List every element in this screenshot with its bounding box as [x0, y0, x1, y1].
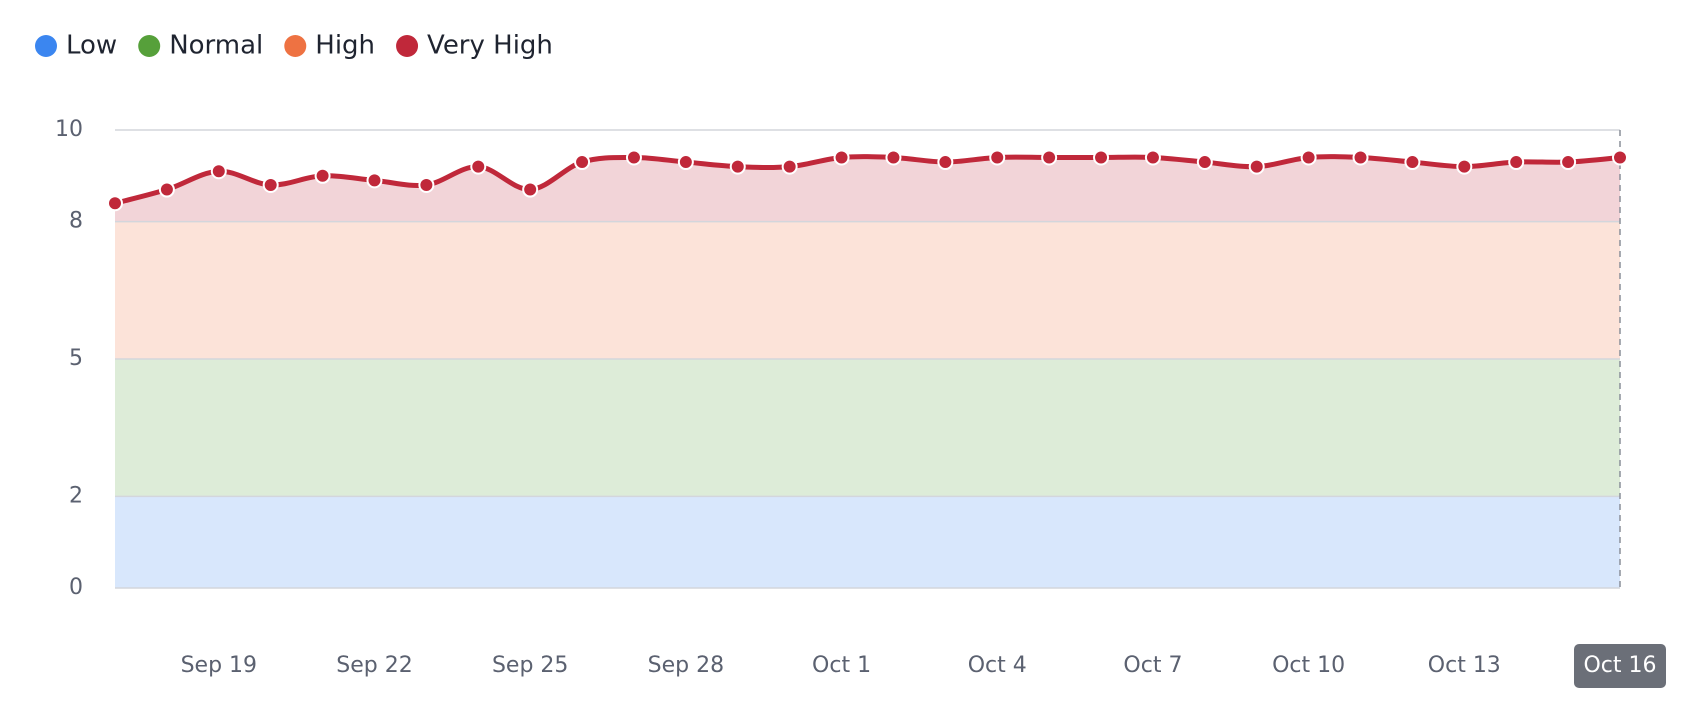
point — [885, 149, 902, 166]
point — [1041, 149, 1058, 166]
point — [1300, 149, 1317, 166]
point — [625, 149, 642, 166]
band-area — [115, 156, 1620, 222]
y-tick-label: 10 — [55, 117, 83, 142]
band — [115, 221, 1620, 359]
point — [262, 176, 279, 193]
point — [781, 158, 798, 175]
legend-marker — [138, 35, 161, 57]
point — [314, 167, 331, 184]
point — [107, 195, 123, 212]
band — [115, 359, 1620, 497]
legend-label: Very High — [427, 31, 553, 61]
point — [470, 158, 487, 175]
point — [574, 154, 591, 171]
y-tick-label: 8 — [69, 209, 83, 234]
y-tick-label: 5 — [69, 346, 83, 371]
point — [833, 149, 850, 166]
x-tick-label: Oct 1 — [812, 653, 871, 678]
point — [418, 176, 435, 193]
legend-marker — [284, 35, 307, 57]
x-tick-label: Sep 25 — [492, 653, 568, 678]
point — [1404, 154, 1421, 171]
point — [677, 154, 694, 171]
band — [115, 496, 1620, 588]
point — [1196, 154, 1213, 171]
x-tick-label: Oct 4 — [968, 653, 1027, 678]
point — [937, 154, 954, 171]
point — [729, 158, 746, 175]
point — [522, 181, 539, 198]
x-label-highlight — [1574, 644, 1666, 688]
x-tick-label: Sep 19 — [181, 653, 257, 678]
point — [210, 163, 227, 180]
x-tick-label: Oct 13 — [1428, 653, 1501, 678]
point — [1456, 158, 1473, 175]
point — [1144, 149, 1161, 166]
legend-label: Normal — [169, 31, 263, 61]
x-tick-label: Oct 16 — [1583, 653, 1656, 678]
legend-marker — [35, 35, 57, 57]
y-tick-label: 0 — [69, 575, 83, 600]
point — [1560, 154, 1577, 171]
point — [1612, 149, 1628, 166]
x-tick-label: Oct 10 — [1272, 653, 1345, 678]
point — [1093, 149, 1110, 166]
legend-label: Low — [66, 31, 117, 61]
legend-label: High — [315, 31, 375, 61]
x-tick-label: Sep 22 — [336, 653, 412, 678]
point — [366, 172, 383, 189]
x-tick-label: Oct 7 — [1123, 653, 1182, 678]
point — [989, 149, 1006, 166]
point — [158, 181, 175, 198]
legend-marker — [396, 35, 419, 57]
y-tick-label: 2 — [69, 483, 83, 508]
x-tick-label: Sep 28 — [648, 653, 724, 678]
point — [1248, 158, 1265, 175]
point — [1508, 154, 1525, 171]
point — [1352, 149, 1369, 166]
